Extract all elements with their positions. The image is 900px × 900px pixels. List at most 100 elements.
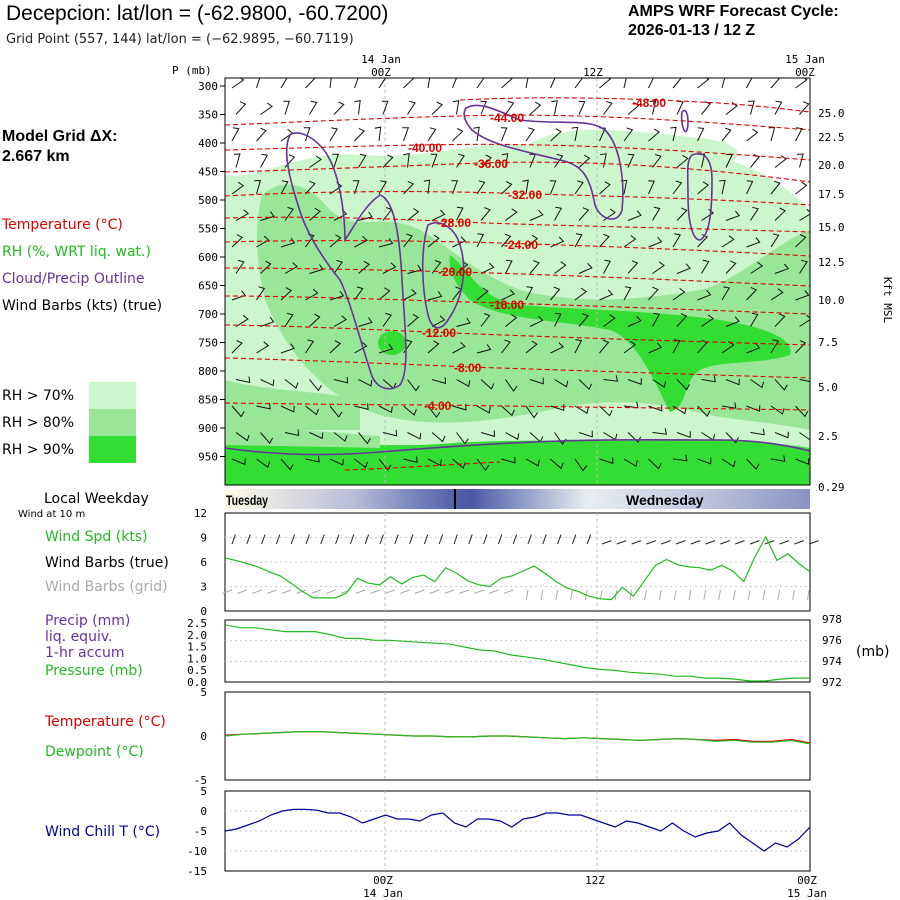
wind-barb <box>260 316 275 327</box>
wind-barb <box>697 127 705 142</box>
isotherm-label: -28.00 <box>437 216 471 230</box>
wind-barb <box>505 379 518 392</box>
wind-barb <box>427 340 440 354</box>
wind-barb <box>378 287 391 301</box>
wind-barb <box>770 455 786 462</box>
wind-barb <box>403 405 417 416</box>
surface-wind-barb-grid <box>429 589 440 594</box>
wind-barb <box>452 458 466 469</box>
surface-wind-barb-true <box>497 534 503 545</box>
wind-barb <box>473 126 480 142</box>
pressure-tick-label: 350 <box>198 109 218 122</box>
surface-wind-barb-grid <box>703 589 707 600</box>
wind-barb <box>599 181 611 195</box>
wind-barb <box>381 100 389 115</box>
wind-barb <box>750 206 759 221</box>
wind-barb <box>799 314 810 327</box>
kft-tick-label: 12.5 <box>818 256 845 269</box>
surface-wind-barb-grid <box>762 589 766 600</box>
isotherm-m48 <box>459 97 810 113</box>
wind-barb <box>676 207 688 221</box>
wind-barb <box>235 259 245 274</box>
wind-barb <box>501 405 515 417</box>
wind-barb <box>354 78 359 89</box>
rh80-area-2 <box>225 380 360 430</box>
kft-tick-label: 2.5 <box>818 430 838 443</box>
wind-barb <box>378 343 394 354</box>
wind-barb <box>672 454 688 462</box>
wind-barb <box>476 233 485 248</box>
wind-barb <box>746 180 754 195</box>
wind-barb <box>574 287 588 301</box>
wind-barb <box>430 153 438 168</box>
rh70-area-2 <box>520 129 738 175</box>
wind-barb <box>795 339 807 354</box>
wind-barb <box>403 288 417 301</box>
wind-barb <box>235 432 250 442</box>
pressure-tick-label: 600 <box>198 251 218 264</box>
wind-barb <box>358 432 371 445</box>
dewpoint-line <box>224 730 811 745</box>
wind-barb <box>358 317 373 327</box>
wind-barb <box>676 263 691 274</box>
surface-wind-barb-grid <box>311 589 321 594</box>
wind-barb <box>505 314 518 327</box>
wind-barb <box>309 432 324 440</box>
wind-barb <box>256 127 267 142</box>
wind-barb <box>260 432 274 444</box>
top-date-label: 14 Jan <box>361 53 401 66</box>
wind-barb <box>303 127 311 142</box>
pressure-line <box>224 624 810 682</box>
precip-accum-label: 1-hr accum <box>45 645 125 661</box>
wind-barb <box>721 402 737 409</box>
wind-barb <box>378 180 387 195</box>
wind-barb <box>427 234 440 248</box>
y-tick-label: -5 <box>194 825 207 838</box>
wind-barb <box>456 379 471 388</box>
wind-chill-label: Wind Chill T (°C) <box>45 824 161 840</box>
surface-wind-barb-true <box>809 540 819 545</box>
wind-barb <box>578 154 591 168</box>
wind-barb <box>235 209 249 221</box>
wind-barb <box>697 457 712 465</box>
kft-tick-label: 25.0 <box>818 107 845 120</box>
surface-wind-barb-grid <box>237 589 247 594</box>
wind-barb <box>701 375 716 383</box>
legend-temperature: Temperature (°C) <box>2 217 123 233</box>
wind-barb <box>652 428 668 435</box>
wind-barb <box>354 341 368 354</box>
forecast-cycle-date: 2026-01-13 / 12 Z <box>628 22 756 39</box>
wind-barb <box>403 180 415 195</box>
wind-barb <box>554 312 562 327</box>
surface-wind-barb-grid <box>747 589 751 600</box>
surface-wind-barb-grid <box>718 589 721 600</box>
wind-barb <box>358 153 367 168</box>
kft-ticks: 25.0 22.5 20.0 17.5 15.0 12.5 10.0 7.5 5.0 2.5 0.2… <box>818 107 845 494</box>
wind-barb <box>382 429 398 437</box>
y-tick-label: 5 <box>200 686 207 699</box>
legend-wind-barbs: Wind Barbs (kts) (true) <box>2 298 163 314</box>
wind-barb <box>309 100 318 115</box>
isotherm-label: -40.00 <box>408 141 442 155</box>
wind-barb <box>550 342 564 354</box>
rh90-surface <box>225 438 810 485</box>
wind-barb <box>452 341 466 354</box>
rh90-label: RH > 90% <box>2 442 75 458</box>
wind-barb <box>697 233 709 248</box>
wind-barb <box>578 263 593 274</box>
wind-barb <box>431 209 446 221</box>
wind-barb <box>233 153 241 168</box>
wind-barb <box>407 379 420 392</box>
isotherm-label: -4.00 <box>424 399 452 413</box>
wind-barb <box>599 405 613 417</box>
wind-barb <box>431 432 446 443</box>
surface-wind-barb-grid <box>355 589 366 594</box>
wind-barb <box>231 78 245 89</box>
wind-barb <box>799 101 810 115</box>
wind-barb <box>260 260 272 274</box>
wind-barb <box>799 379 810 383</box>
wind-barb <box>505 100 515 115</box>
wind-barb <box>525 340 538 354</box>
surface-wind-barb-grid <box>777 589 781 600</box>
pressure-tick-label: 850 <box>198 394 218 407</box>
